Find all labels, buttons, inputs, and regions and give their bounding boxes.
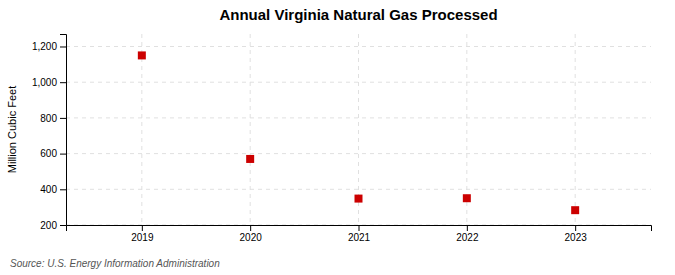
x-tick: 2019	[131, 225, 154, 243]
source-note: Source: U.S. Energy Information Administ…	[10, 258, 220, 269]
x-axis-line	[67, 226, 652, 232]
point	[571, 206, 579, 214]
x-tick-mark	[359, 225, 360, 231]
y-tick-label: 1,000	[32, 77, 57, 88]
y-axis: 200 400 600 800 1,000 1,200	[32, 35, 67, 231]
x-tick-mark	[142, 225, 143, 231]
y-tick: 800	[40, 113, 66, 124]
y-tick-label: 200	[40, 220, 57, 231]
plot: 2019 2020 2021 2022 2023 200 400 600 800 1,000 1,2…	[32, 34, 652, 243]
y-tick-label: 1,200	[32, 41, 57, 52]
x-tick-label: 2019	[131, 232, 154, 243]
grid	[66, 34, 651, 225]
y-axis-line	[60, 35, 67, 226]
x-tick-label: 2020	[240, 232, 263, 243]
point	[138, 51, 146, 59]
title: Annual Virginia Natural Gas Processed	[219, 6, 497, 23]
x-tick-label: 2021	[348, 232, 371, 243]
point	[463, 194, 471, 202]
x-tick: 2022	[456, 225, 479, 243]
x-tick: 2021	[348, 225, 371, 243]
y-grid-line	[66, 46, 651, 47]
y-tick-label: 400	[40, 184, 57, 195]
y-tick-mark	[60, 189, 66, 190]
y-tick-label: 800	[40, 113, 57, 124]
y-tick: 200	[40, 220, 66, 231]
y-tick-mark	[60, 225, 66, 226]
x-grid-line	[250, 34, 251, 225]
y-tick: 1,000	[32, 77, 66, 88]
x-grid-line	[575, 34, 576, 225]
points	[138, 51, 579, 214]
y-tick: 400	[40, 184, 66, 195]
chart: 2019 2020 2021 2022 2023 200 400 600 800 1,000 1,2…	[0, 0, 675, 275]
x-tick-label: 2023	[565, 232, 588, 243]
x-tick: 2023	[565, 225, 588, 243]
y-tick-label: 600	[40, 148, 57, 159]
x-tick-label: 2022	[456, 232, 479, 243]
y-tick-mark	[60, 46, 66, 47]
y-tick-mark	[60, 82, 66, 83]
y-tick-mark	[60, 154, 66, 155]
y-tick: 600	[40, 148, 66, 159]
x-tick-mark	[250, 225, 251, 231]
point	[355, 195, 363, 203]
y-axis-title: Million Cubic Feet	[6, 86, 18, 173]
y-tick: 1,200	[32, 41, 66, 52]
y-grid-line	[66, 153, 651, 154]
point	[246, 155, 254, 163]
x-grid-line	[141, 34, 142, 225]
x-tick: 2020	[240, 225, 263, 243]
x-tick-mark	[575, 225, 576, 231]
x-tick-mark	[467, 225, 468, 231]
y-tick-mark	[60, 118, 66, 119]
x-axis: 2019 2020 2021 2022 2023	[67, 225, 652, 243]
